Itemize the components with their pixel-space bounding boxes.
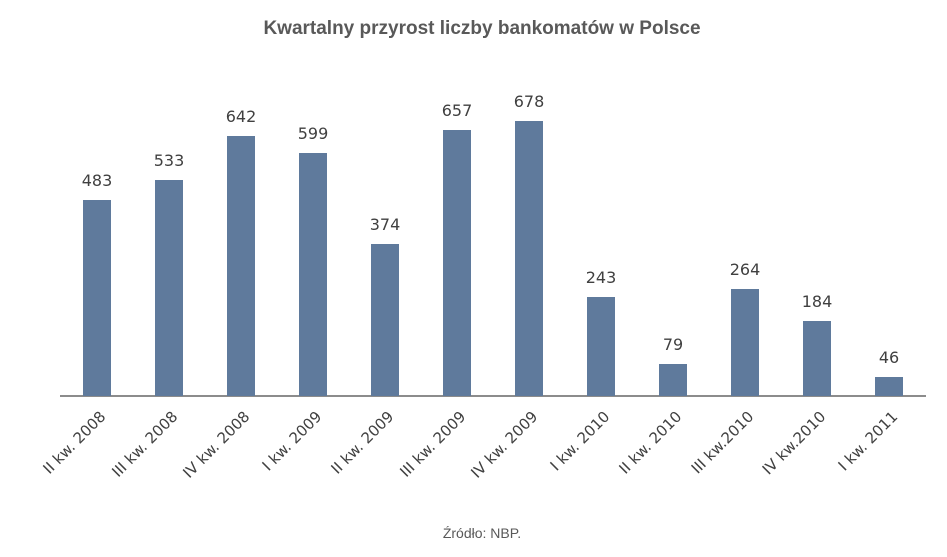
bar	[83, 200, 111, 396]
bar	[875, 377, 903, 396]
data-label: 79	[662, 335, 684, 354]
data-label: 483	[81, 171, 113, 190]
bar	[731, 289, 759, 396]
bar	[803, 321, 831, 396]
bar	[515, 121, 543, 396]
bar	[587, 297, 615, 396]
chart-title: Kwartalny przyrost liczby bankomatów w P…	[263, 18, 701, 39]
bar	[659, 364, 687, 396]
data-label: 533	[153, 151, 185, 170]
data-label: 264	[729, 260, 761, 279]
data-label: 657	[441, 101, 473, 120]
data-label: 46	[878, 348, 900, 367]
data-label: 599	[297, 124, 329, 143]
source-note: Źródło: NBP.	[442, 525, 522, 541]
bar	[299, 153, 327, 396]
bar	[227, 136, 255, 396]
x-axis-line	[60, 395, 926, 397]
data-label: 184	[801, 292, 833, 311]
data-label: 678	[513, 92, 545, 111]
bar	[443, 130, 471, 396]
bar	[155, 180, 183, 396]
data-label: 374	[369, 215, 401, 234]
data-label: 243	[585, 268, 617, 287]
data-label: 642	[225, 107, 257, 126]
bar	[371, 244, 399, 396]
